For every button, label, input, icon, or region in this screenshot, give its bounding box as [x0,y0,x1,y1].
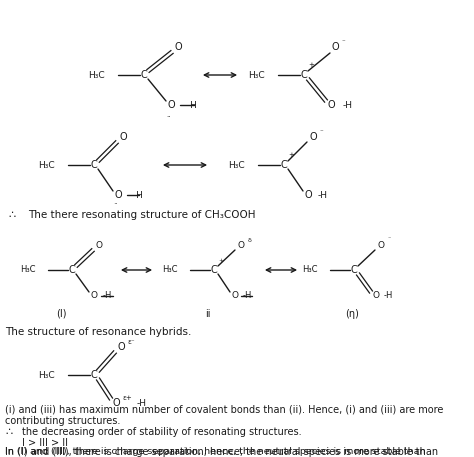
Text: contributing structures.: contributing structures. [5,416,120,426]
Text: +: + [288,152,294,158]
Text: O: O [168,100,176,110]
Text: -H: -H [103,292,112,301]
Text: ⁻: ⁻ [320,129,324,135]
Text: ε+: ε+ [123,395,133,401]
Text: the decreasing order of stability of resonating structures.: the decreasing order of stability of res… [22,427,301,437]
Text: (i) and (iii) has maximum number of covalent bonds than (ii). Hence, (i) and (ii: (i) and (iii) has maximum number of cova… [5,405,443,415]
Text: O: O [120,132,128,142]
Text: C: C [69,265,76,275]
Text: In (I) and (III), there is charge separation, hence, the neutral species is more: In (I) and (III), there is charge separa… [5,447,438,457]
Text: O: O [238,240,245,250]
Text: -H: -H [243,292,252,301]
Text: -H: -H [343,101,353,110]
Text: ··: ·· [113,201,118,209]
Text: H₃C: H₃C [228,160,245,170]
Text: - H: - H [184,101,197,110]
Text: O: O [175,42,182,52]
Text: ⁻: ⁻ [342,39,346,45]
Text: H₃C: H₃C [20,266,36,275]
Text: +: + [218,257,223,262]
Text: -H: -H [384,292,393,301]
Text: O: O [232,292,239,301]
Text: O: O [305,190,313,200]
Text: (η): (η) [345,309,359,319]
Text: In (I) and (III), there is charge separation, hence, the neutral species is more: In (I) and (III), there is charge separa… [5,447,426,457]
Text: I > III > II: I > III > II [22,438,68,448]
Text: The structure of resonance hybrids.: The structure of resonance hybrids. [5,327,191,337]
Text: O: O [310,132,318,142]
Text: O: O [91,292,98,301]
Text: O: O [115,190,123,200]
Text: H₃C: H₃C [38,371,55,379]
Text: δ: δ [248,238,252,243]
Text: +: + [308,62,314,68]
Text: O: O [118,342,126,352]
Text: C: C [351,265,358,275]
Text: C: C [281,160,288,170]
Text: C: C [91,370,98,380]
Text: ∴: ∴ [8,210,15,220]
Text: ε⁻: ε⁻ [128,339,136,345]
Text: O: O [378,240,385,250]
Text: C: C [91,160,98,170]
Text: ∴: ∴ [5,427,12,437]
Text: O: O [373,292,380,301]
Text: (I): (I) [56,309,66,319]
Text: - H: - H [130,191,143,200]
Text: H₃C: H₃C [88,70,105,80]
Text: -H: -H [318,191,328,200]
Text: O: O [328,100,336,110]
Text: C: C [141,70,148,80]
Text: C: C [211,265,218,275]
Text: ii: ii [205,309,210,319]
Text: C: C [301,70,308,80]
Text: H₃C: H₃C [162,266,177,275]
Text: H₃C: H₃C [38,160,55,170]
Text: -H: -H [137,399,147,408]
Text: ⁻: ⁻ [388,238,391,243]
Text: H₃C: H₃C [248,70,264,80]
Text: ..: .. [166,112,171,118]
Text: O: O [332,42,340,52]
Text: O: O [96,240,103,250]
Text: H₃C: H₃C [302,266,318,275]
Text: O: O [113,398,120,408]
Text: The there resonating structure of CH₃COOH: The there resonating structure of CH₃COO… [28,210,255,220]
